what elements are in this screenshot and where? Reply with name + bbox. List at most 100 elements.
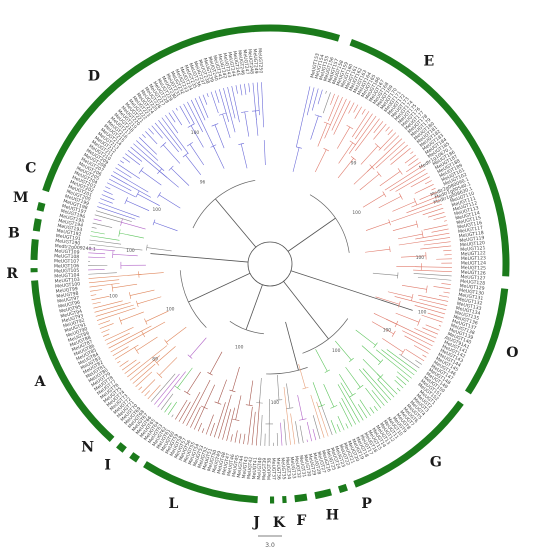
group-stem: [334, 340, 352, 361]
leaf-branch: [144, 390, 150, 397]
leaf-branch: [92, 222, 113, 228]
leaf-branch: [148, 128, 154, 135]
leaf-branch: [248, 83, 251, 93]
leaf-branch: [119, 360, 129, 367]
leaf-branch: [398, 237, 451, 246]
leaf-branch: [115, 167, 132, 178]
group-stem: [177, 367, 193, 389]
leaf-branch: [114, 344, 139, 360]
group-connector: [156, 372, 163, 378]
leaf-branch: [127, 150, 143, 162]
leaf-branch: [283, 386, 291, 445]
clade-arc-c: [36, 202, 46, 212]
group-stem: [170, 167, 190, 186]
group-connector: [350, 156, 357, 161]
leaf-branch: [142, 134, 146, 138]
leaf-branch: [120, 160, 125, 164]
clade-label-h: H: [326, 507, 339, 523]
leaf-branch: [260, 415, 263, 446]
clade-label-o: O: [506, 345, 518, 361]
leaf-branch: [333, 100, 351, 135]
major-branch: [188, 272, 251, 303]
group-stem: [153, 222, 178, 232]
group-connector: [411, 294, 414, 301]
internal-arc: [309, 194, 350, 253]
leaf-branch: [394, 379, 404, 389]
leaf-label: MeUGT134: [455, 305, 481, 317]
leaf-branch: [418, 294, 449, 302]
internal-arc: [229, 321, 264, 335]
leaf-label: MeUGT130: [459, 288, 485, 297]
clade-label-b: B: [8, 226, 20, 242]
leaf-label: MeUGT106: [54, 263, 79, 269]
group-stem: [286, 383, 291, 409]
group-stem: [126, 200, 150, 211]
leaf-branch: [443, 291, 450, 294]
group-connector: [174, 385, 181, 391]
leaf-branch: [337, 415, 345, 431]
clade-label-f: F: [296, 513, 306, 529]
leaf-branch: [90, 294, 97, 296]
leaf-branch: [218, 394, 232, 439]
leaf-label: MeUGT42: [246, 457, 254, 480]
leaf-branch: [428, 212, 445, 218]
clade-arc-f: [294, 493, 308, 503]
leaf-label: MeUGT153: [309, 53, 320, 79]
clade-letter-layer: E O G P H FKJ L IN A R B MC D: [6, 54, 518, 531]
clade-label-k: K: [273, 515, 286, 531]
leaf-branch: [345, 423, 349, 429]
leaf-branch: [125, 153, 141, 166]
leaf-label: MeUGT193: [57, 223, 83, 233]
leaf-label: MeUGT128: [460, 279, 486, 287]
leaf-label: MeUGT133: [456, 301, 482, 312]
leaf-label: MeUGT93: [61, 313, 84, 325]
leaf-branch: [154, 373, 180, 405]
leaf-branch: [135, 371, 153, 388]
leaf-label: MeUGT115: [456, 215, 482, 226]
leaf-branch: [353, 104, 359, 113]
group-stem: [360, 145, 379, 165]
leaf-branch: [88, 279, 120, 284]
bootstrap-value: 96: [200, 180, 206, 186]
group-stem: [379, 171, 401, 187]
leaf-branch: [306, 421, 312, 442]
leaf-branch: [95, 210, 132, 222]
leaf-label: MeUGT29: [307, 453, 317, 476]
clade-arc-i: [129, 452, 140, 463]
group-connector: [286, 407, 294, 409]
leaf-branch: [376, 349, 412, 379]
group-stem: [138, 272, 164, 275]
leaf-branch: [431, 187, 436, 191]
leaf-branch: [178, 401, 191, 422]
leaf-label: MeUGT105: [54, 268, 79, 275]
leaf-branch: [341, 397, 357, 425]
group-stem: [365, 248, 390, 253]
group-stem: [277, 374, 280, 400]
leaf-branch: [348, 102, 355, 114]
leaf-branch: [261, 82, 264, 128]
leaf-branch: [424, 180, 432, 185]
group-connector: [324, 369, 330, 373]
leaf-branch: [90, 289, 103, 292]
group-stem: [214, 124, 225, 149]
group-stem: [392, 223, 418, 231]
clade-label-j: J: [251, 515, 260, 531]
leaf-branch: [414, 305, 446, 315]
group-stem: [259, 377, 262, 403]
leaf-label: MeUGT132: [457, 296, 483, 307]
group-stem: [298, 363, 306, 389]
leaf-branch: [330, 93, 335, 105]
leaf-branch: [413, 269, 452, 272]
leaf-label: MeUGT109: [54, 248, 80, 256]
major-branch: [283, 281, 329, 340]
leaf-branch: [358, 369, 388, 404]
leaf-branch: [359, 399, 371, 416]
leaf-branch: [443, 220, 447, 222]
leaf-label: MeUGT120: [460, 240, 486, 248]
leaf-label: MeUGT114: [455, 210, 481, 222]
group-stem: [119, 232, 144, 239]
group-stem: [185, 154, 202, 176]
leaf-branch: [138, 386, 143, 391]
leaf-branch: [413, 273, 452, 277]
leaf-branch: [395, 172, 428, 192]
